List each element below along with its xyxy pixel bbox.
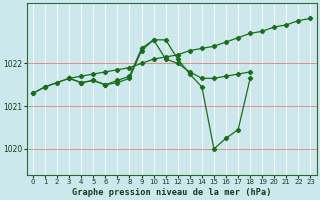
X-axis label: Graphe pression niveau de la mer (hPa): Graphe pression niveau de la mer (hPa) [72,188,271,197]
